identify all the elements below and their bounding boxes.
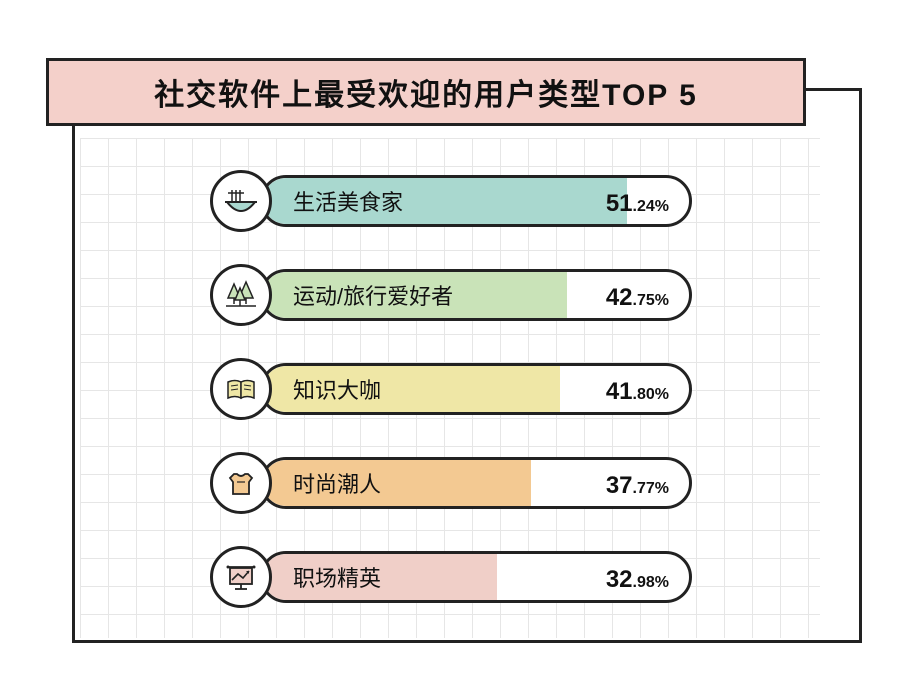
bar-label: 运动/旅行爱好者 [293, 272, 453, 318]
bar-row: 职场精英 32 .98% [210, 546, 700, 608]
chart-icon [210, 546, 272, 608]
bowl-icon [210, 170, 272, 232]
bar-value-int: 51 [606, 190, 633, 218]
bar-row: 时尚潮人 37 .77% [210, 452, 700, 514]
bar-row: 运动/旅行爱好者 42 .75% [210, 264, 700, 326]
title-banner: 社交软件上最受欢迎的用户类型TOP 5 [46, 58, 806, 126]
bar-row: 生活美食家 51 .24% [210, 170, 700, 232]
bar-row: 知识大咖 41 .80% [210, 358, 700, 420]
bar-value: 41 .80% [606, 366, 669, 412]
trees-icon [210, 264, 272, 326]
bar-value-frac: .77% [633, 480, 669, 498]
bar-value-int: 42 [606, 284, 633, 312]
bar-pill: 知识大咖 41 .80% [260, 363, 692, 415]
bar-pill: 时尚潮人 37 .77% [260, 457, 692, 509]
shirt-icon [210, 452, 272, 514]
bar-value: 51 .24% [606, 178, 669, 224]
bar-label: 知识大咖 [293, 366, 381, 412]
bar-value-frac: .80% [633, 386, 669, 404]
title-text: 社交软件上最受欢迎的用户类型TOP 5 [154, 70, 698, 114]
bar-value: 32 .98% [606, 554, 669, 600]
bar-value-frac: .24% [633, 198, 669, 216]
bar-label: 职场精英 [293, 554, 381, 600]
bar-value-frac: .75% [633, 292, 669, 310]
bar-pill: 运动/旅行爱好者 42 .75% [260, 269, 692, 321]
bar-value: 37 .77% [606, 460, 669, 506]
bar-value-frac: .98% [633, 574, 669, 592]
bar-value-int: 32 [606, 566, 633, 594]
bar-label: 生活美食家 [293, 178, 403, 224]
book-icon [210, 358, 272, 420]
bar-value: 42 .75% [606, 272, 669, 318]
bar-pill: 职场精英 32 .98% [260, 551, 692, 603]
bar-value-int: 37 [606, 472, 633, 500]
bar-value-int: 41 [606, 378, 633, 406]
bar-label: 时尚潮人 [293, 460, 381, 506]
bar-pill: 生活美食家 51 .24% [260, 175, 692, 227]
bars-area: 生活美食家 51 .24% 运动/旅行爱好者 42 .75% [210, 170, 700, 640]
